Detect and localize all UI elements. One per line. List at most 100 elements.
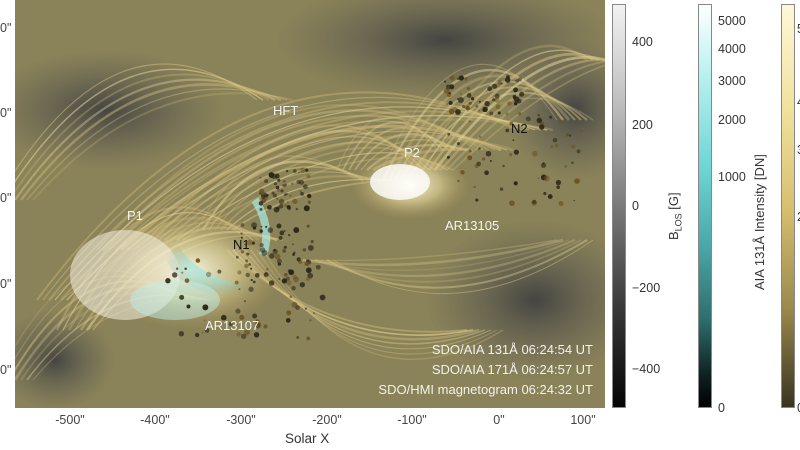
magnetic-speck: [485, 150, 492, 157]
magnetic-speck: [447, 132, 451, 136]
solar-image: [15, 0, 605, 408]
magnetic-speck: [179, 294, 185, 300]
magnetic-speck: [306, 336, 311, 341]
magnetic-speck: [558, 201, 564, 207]
magnetic-speck: [259, 229, 263, 233]
magnetic-speck: [245, 259, 249, 263]
coronal-loop: [336, 115, 438, 171]
magnetic-speck: [564, 164, 568, 168]
magnetic-speck: [267, 204, 272, 210]
magnetic-speck: [307, 272, 314, 279]
magnetic-speck: [293, 227, 300, 233]
aia171-tick: 1000: [718, 170, 746, 184]
magnetic-speck: [260, 225, 263, 228]
magnetic-speck: [195, 332, 200, 338]
coronal-loop: [114, 120, 496, 251]
magnetic-speck: [495, 104, 501, 110]
magnetic-speck: [571, 144, 576, 149]
magnetic-speck: [492, 98, 496, 102]
magnetic-speck: [536, 117, 543, 124]
magnetic-speck: [497, 111, 501, 115]
x-tick: 0": [493, 413, 505, 427]
info-aia131: SDO/AIA 131Å 06:24:54 UT: [431, 342, 593, 357]
magnetic-speck: [281, 184, 284, 187]
coronal-loop: [433, 55, 605, 171]
magnetic-speck: [259, 247, 266, 253]
magnetic-speck: [283, 203, 287, 207]
magnetic-speck: [258, 201, 264, 206]
magnetic-speck: [509, 121, 514, 126]
magnetic-speck: [240, 232, 243, 235]
magnetic-speck: [240, 333, 247, 340]
magnetic-speck: [280, 189, 284, 193]
coronal-loop: [32, 92, 294, 201]
magnetic-speck: [525, 116, 531, 122]
y-tick: 0": [0, 106, 12, 120]
coronal-loop: [381, 68, 564, 181]
magnetic-speck: [550, 145, 554, 149]
coronal-loop: [400, 86, 582, 181]
coronal-loop: [201, 160, 364, 231]
coronal-loop: [102, 109, 484, 251]
magnetic-speck: [204, 328, 210, 333]
magnetic-speck: [234, 280, 239, 285]
magnetic-speck: [304, 261, 310, 267]
x-axis-title: Solar X: [285, 431, 330, 446]
magnetic-speck: [580, 129, 583, 133]
coronal-loop: [42, 96, 524, 301]
magnetic-speck: [295, 305, 300, 310]
magnetic-speck: [284, 273, 288, 277]
magnetic-speck: [489, 159, 492, 162]
aia131-tick: 0: [797, 401, 800, 415]
magnetic-speck: [252, 280, 256, 284]
magnetic-speck: [244, 263, 249, 269]
magnetic-speck: [475, 198, 479, 202]
magnetic-speck: [291, 286, 296, 291]
magnetic-speck: [512, 139, 515, 142]
magnetic-speck: [277, 178, 281, 182]
magnetic-speck: [238, 288, 241, 291]
magnetic-speck: [296, 257, 301, 262]
magnetic-speck: [287, 269, 292, 273]
info-aia171: SDO/AIA 171Å 06:24:57 UT: [431, 362, 593, 377]
magnetic-speck: [246, 252, 250, 256]
magnetic-speck: [287, 206, 292, 211]
magnetic-speck: [497, 80, 502, 85]
magnetic-speck: [489, 111, 494, 116]
magnetic-speck: [558, 119, 563, 123]
coronal-loop: [342, 121, 444, 171]
magnetic-speck: [250, 267, 253, 270]
magnetic-speck: [250, 278, 253, 282]
magnetic-speck: [296, 336, 300, 339]
magnetic-speck: [273, 248, 277, 252]
magnetic-speck: [236, 332, 241, 337]
magnetic-speck: [573, 199, 575, 202]
magnetic-speck: [445, 102, 449, 106]
magnetic-speck: [531, 199, 537, 205]
magnetic-speck: [504, 77, 511, 83]
magnetic-speck: [515, 79, 520, 83]
magnetic-speck: [571, 161, 574, 165]
magnetic-speck: [217, 269, 222, 274]
magnetic-speck: [278, 198, 285, 205]
magnetic-speck: [457, 97, 464, 104]
label-p1: P1: [127, 208, 143, 223]
magnetic-speck: [186, 304, 191, 309]
magnetic-speck: [446, 155, 450, 159]
coronal-loop: [440, 58, 605, 171]
magnetic-speck: [532, 150, 538, 157]
magnetic-speck: [275, 173, 280, 179]
magnetic-speck: [468, 101, 472, 105]
magnetic-speck: [309, 319, 312, 322]
magnetic-speck: [307, 200, 311, 204]
magnetic-speck: [462, 104, 466, 109]
magnetic-speck: [240, 223, 245, 227]
magnetic-speck: [295, 207, 299, 211]
magnetic-speck: [307, 193, 311, 198]
magnetic-speck: [285, 318, 291, 323]
magnetic-speck: [468, 149, 472, 153]
magnetic-speck: [273, 182, 277, 186]
coronal-loop: [15, 68, 264, 183]
magnetic-speck: [278, 203, 284, 209]
magnetic-speck: [251, 222, 258, 229]
